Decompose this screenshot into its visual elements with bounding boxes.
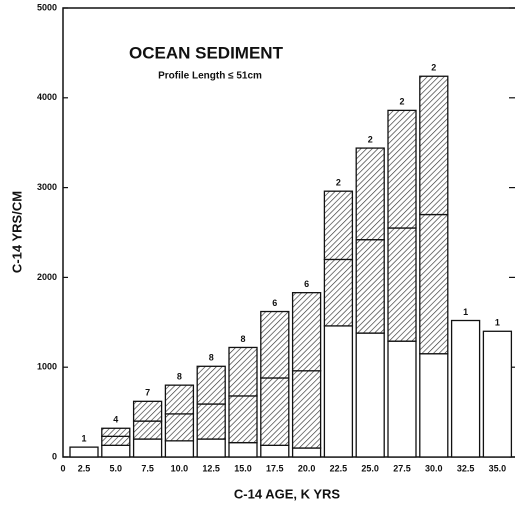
bar-segment [482,330,513,458]
bar-segment [260,377,290,446]
bar-segment [101,435,131,446]
bar-segment [196,365,226,405]
bar-segment [164,413,195,442]
y-tick-label: 1000 [37,362,57,372]
bar-segment [228,395,258,444]
count-label: 2 [399,97,404,107]
count-label: 2 [368,134,373,144]
bar-segment [132,438,163,458]
bar-segment [355,239,385,334]
y-tick-label: 4000 [37,92,57,102]
count-label: 2 [431,63,436,73]
bar-segment [450,319,481,458]
bar-segment [69,446,99,458]
x-tick-label: 7.5 [141,463,154,473]
bar-segment [260,444,290,458]
x-tick-label: 10.0 [171,463,189,473]
bar-segment [323,190,354,261]
x-tick-label: 20.0 [298,463,316,473]
bar-segment [387,340,417,458]
x-tick-label: 2.5 [78,463,91,473]
x-tick-label: 5.0 [110,463,123,473]
x-tick-label: 17.5 [266,463,284,473]
bar-segment [228,346,258,397]
bar-segment [260,310,290,379]
bar-segment [291,447,322,458]
count-label: 1 [463,307,468,317]
count-label: 8 [240,334,245,344]
x-tick-label: 27.5 [393,463,411,473]
count-label: 4 [113,415,118,425]
bar-segment [291,292,322,372]
bar-segment [387,109,417,229]
count-label: 7 [145,388,150,398]
x-axis-label: C-14 AGE, K YRS [234,486,341,501]
bar-segment [101,427,131,437]
count-label: 8 [177,372,182,382]
y-tick-label: 5000 [37,2,57,12]
x-tick-label: 25.0 [361,463,379,473]
count-label: 6 [304,279,309,289]
x-tick-label: 35.0 [489,463,507,473]
chart-title: OCEAN SEDIMENT [129,43,284,62]
bar-segment [196,403,226,440]
chart-subtitle: Profile Length ≤ 51cm [158,71,262,82]
y-tick-label: 2000 [37,272,57,282]
count-label: 8 [209,353,214,363]
y-axis-label: C-14 YRS/CM [9,191,24,273]
x-tick-label: 30.0 [425,463,443,473]
count-label: 1 [81,433,86,443]
bar-segment [132,420,163,440]
bar-segment [419,75,449,216]
bar-segment [132,400,163,422]
count-label: 1 [495,318,500,328]
y-tick-label: 3000 [37,182,57,192]
bar-segment [355,332,385,458]
bar-segment [291,370,322,449]
bar-segment [101,444,131,458]
count-label: 6 [272,298,277,308]
x-tick-label: 15.0 [234,463,252,473]
bar-segment [228,441,258,458]
bar-segment [323,325,354,458]
x-tick-label: 22.5 [330,463,348,473]
bar-segment [355,147,385,241]
bar-segment [164,440,195,458]
count-label: 2 [336,178,341,188]
x-tick-label: 12.5 [202,463,220,473]
x-origin-label: 0 [60,463,65,473]
bar-segment [323,258,354,327]
bar-segment [387,227,417,342]
y-tick-label: 0 [52,451,57,461]
bar-segment [196,438,226,458]
bar-segment [164,384,195,415]
bar-segment [419,213,449,355]
bar-segment [419,353,449,458]
x-tick-label: 32.5 [457,463,475,473]
